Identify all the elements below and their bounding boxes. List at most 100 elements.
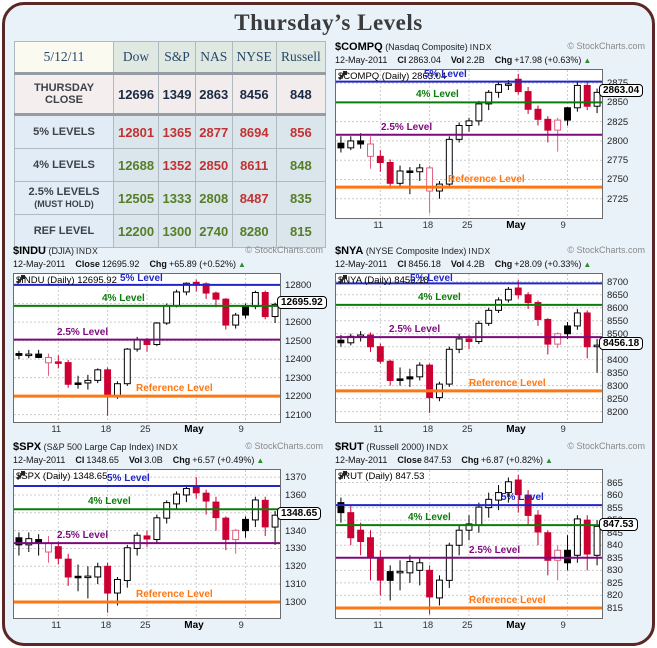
y-tick-label: 12500 — [285, 335, 312, 347]
chg-value: +6.57 (+0.49%) — [192, 455, 255, 465]
table-cell: 1300 — [158, 214, 196, 248]
y-tick-label: 825 — [607, 577, 623, 589]
y-tick-label: 1340 — [285, 525, 307, 537]
y-tick-label: 12400 — [285, 354, 312, 366]
table-row: THURSDAY CLOSE 12696 1349 2863 8456 848 — [14, 73, 327, 115]
levels-table-body: THURSDAY CLOSE 12696 1349 2863 8456 848 5% LEVE… — [14, 73, 327, 248]
x-tick-label: May — [506, 220, 526, 231]
y-tick-label: 840 — [607, 540, 623, 552]
close-value-box: 2863.04 — [599, 84, 644, 98]
x-tick-label: 11 — [51, 424, 62, 435]
stockcharts-credit: © StockCharts.com — [567, 245, 645, 255]
chart-date: 12-May-2011 — [335, 259, 388, 269]
level-label: 4% Level — [408, 512, 451, 524]
chart-header: © StockCharts.com $COMPQ (Nasdaq Composit… — [335, 41, 645, 54]
table-col-dow: Dow — [112, 41, 160, 74]
chart-symbol: $SPX — [13, 441, 42, 453]
table-cell: 2863 — [194, 73, 233, 115]
y-tick-label: 8550 — [607, 315, 629, 327]
chart-symbol: $COMPQ — [335, 41, 383, 53]
level-label: 2.5% Level — [381, 121, 433, 133]
chart-inner-title: $INDU (Daily) 12695.92 — [16, 275, 117, 286]
vol-value: 3.0B — [144, 455, 163, 465]
up-arrow-icon: ▲ — [238, 260, 246, 269]
level-label: Reference Level — [448, 174, 525, 186]
y-tick-label: 1300 — [285, 596, 307, 608]
close-label: Cl — [397, 55, 407, 65]
row-label: THURSDAY CLOSE — [14, 73, 114, 115]
y-axis: 865860855850845840835830825820815847.53 — [599, 469, 645, 619]
chart-index-tag: INDX — [156, 442, 179, 452]
stockcharts-credit: © StockCharts.com — [245, 245, 323, 255]
chart-date: 12-May-2011 — [13, 259, 66, 269]
table-cell: 2850 — [194, 148, 233, 182]
table-cell: 2740 — [194, 214, 233, 248]
x-axis: 11 18 25 May 9 — [335, 619, 645, 632]
chart-info-line: 12-May-2011 Cl 1348.65 Vol 3.0B Chg +6.57 (+0.… — [13, 455, 323, 467]
table-col-sp: S&P — [158, 41, 196, 74]
y-tick-label: 1370 — [285, 472, 307, 484]
x-axis: 11 18 25 May 9 — [13, 423, 323, 436]
y-tick-label: 2825 — [607, 116, 629, 128]
table-cell: 1349 — [158, 73, 196, 115]
x-axis: 11 18 25 May 9 — [13, 619, 323, 632]
table-cell: 2808 — [194, 181, 233, 215]
close-value-box: 8456.18 — [599, 337, 644, 351]
table-row: 5% LEVELS 12801 1365 2877 8694 856 — [14, 114, 327, 149]
chart-compq: © StockCharts.com $COMPQ (Nasdaq Composit… — [335, 41, 645, 232]
y-tick-label: 8250 — [607, 393, 629, 405]
x-tick-label: May — [506, 424, 526, 435]
level-label: 5% Level — [410, 273, 453, 284]
y-axis: 2875 2850 2825 2800 2775 2750 2725 2863.04 — [599, 69, 645, 219]
level-label: Reference Level — [469, 594, 546, 606]
x-tick-label: May — [184, 620, 204, 631]
close-value-box: 847.53 — [599, 518, 638, 532]
table-cell: 1352 — [158, 148, 196, 182]
table-date-header: 5/12/11 — [14, 41, 114, 74]
vol-label: Vol — [450, 259, 465, 269]
plot-area: $INDU (Daily) 12695.92 5% Level 4% Level 2.… — [13, 273, 281, 423]
table-cell: 12801 — [112, 114, 160, 149]
x-tick-label: 18 — [422, 424, 434, 435]
chart-inner-title: $NYA (Daily) 8456.18 — [338, 275, 429, 286]
x-tick-label: 18 — [422, 620, 434, 631]
chg-label: Chg — [149, 259, 167, 269]
x-tick-label: May — [506, 620, 526, 631]
table-row: 4% LEVELS 12688 1352 2850 8611 848 — [14, 148, 327, 182]
y-tick-label: 8500 — [607, 328, 629, 340]
up-arrow-icon: ▲ — [583, 260, 592, 269]
y-axis: 137013601350134013301320131013001348.65 — [277, 469, 323, 619]
chart-name: (S&P 500 Large Cap Index) — [41, 442, 155, 452]
level-label: 2.5% Level — [469, 544, 521, 556]
level-label: 5% Level — [424, 69, 467, 80]
table-cell: 8456 — [231, 73, 277, 115]
vol-value: 4.2B — [466, 259, 485, 269]
close-value-box: 1348.65 — [277, 507, 322, 521]
x-tick-label: 11 — [373, 424, 384, 435]
close-value: 12695.92 — [101, 259, 140, 269]
table-header-row: 5/12/11 Dow S&P NAS NYSE Russell — [14, 41, 327, 74]
vol-label: Vol — [128, 455, 143, 465]
stockcharts-credit: © StockCharts.com — [567, 41, 645, 51]
table-cell: 12688 — [112, 148, 160, 182]
y-tick-label: 2725 — [607, 193, 629, 205]
y-tick-label: 2775 — [607, 155, 629, 167]
chart-info-line: 12-May-2011 Close 12695.92 Chg +65.89 (+0.52… — [13, 259, 323, 271]
row-label: REF LEVEL — [14, 214, 114, 248]
chg-value: +6.87 (+0.82%) — [480, 455, 543, 465]
table-cell: 12696 — [112, 73, 160, 115]
y-tick-label: 1320 — [285, 561, 307, 573]
chart-inner-title: $COMPQ (Daily) 2863.04 — [338, 71, 447, 82]
chart-header: © StockCharts.com $INDU (DJIA) INDX — [13, 245, 323, 258]
chart-info-line: 12-May-2011 Cl 8456.18 Vol 4.2B Chg +28.09 (+0… — [335, 259, 645, 271]
chart-header: © StockCharts.com $RUT (Russell 2000) INDX — [335, 441, 645, 454]
x-tick-label: 18 — [100, 424, 112, 435]
plot-area: $NYA (Daily) 8456.18 5% Level 4% Level 2.5%… — [335, 273, 603, 423]
plot-area: $RUT (Daily) 847.53 5% Level 4% Level 2.5% … — [335, 469, 603, 619]
table-cell: 2877 — [194, 114, 233, 149]
y-tick-label: 865 — [607, 477, 623, 489]
annotation-tool-icon — [338, 471, 347, 480]
chart-info-line: 12-May-2011 Close 847.53 Chg +6.87 (+0.82%) ▲ — [335, 455, 645, 467]
plot-area: $SPX (Daily) 1348.65 5% Level 4% Level 2.5%… — [13, 469, 281, 619]
close-label: Cl — [75, 455, 85, 465]
